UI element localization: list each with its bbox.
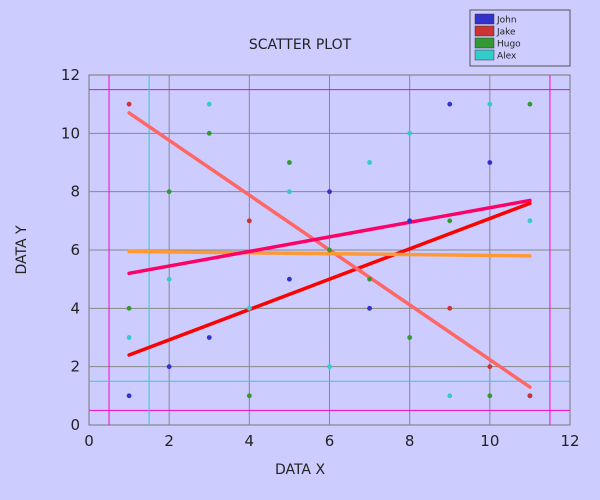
x-tick-label: 8 [405,432,415,450]
data-point-alex [126,335,132,340]
x-axis-label: DATA X [275,462,326,478]
data-point-john [287,276,292,282]
data-point-jake [527,393,533,399]
chart-title: SCATTER PLOT [249,37,352,53]
legend-label-alex: Alex [497,52,517,62]
y-axis-label: DATA Y [14,225,30,275]
x-tick-labels: 0 2 4 6 8 10 12 [84,432,579,450]
data-point-john [407,218,413,224]
data-point-hugo [287,160,292,165]
data-point-alex [527,218,533,224]
data-point-alex [206,101,212,107]
y-tick-label: 4 [70,299,80,317]
data-point-alex [327,364,332,370]
data-point-alex [166,276,172,282]
data-point-hugo [206,130,212,136]
data-point-john [166,364,172,370]
x-tick-label: 10 [480,432,499,450]
reference-lines [89,75,570,425]
data-point-john [126,393,132,399]
data-point-alex [487,101,493,107]
data-point-alex [246,305,252,311]
y-tick-labels: 0 2 4 6 8 10 12 [61,66,80,434]
legend-label-john: John [496,16,517,26]
data-point-jake [447,305,453,311]
data-point-hugo [126,305,132,311]
data-point-hugo [407,335,413,340]
data-point-alex [287,189,292,195]
x-tick-label: 12 [560,432,579,450]
data-point-jake [126,101,132,107]
data-point-john [327,189,332,195]
trend-line [127,198,532,276]
legend-swatch-john [474,13,495,25]
legend-swatch-hugo [474,37,495,49]
y-tick-label: 10 [61,124,80,142]
data-point-hugo [367,276,372,282]
data-points [126,101,533,399]
data-point-jake [487,364,493,370]
data-point-john [487,160,493,165]
legend-label-hugo: Hugo [497,40,521,50]
data-point-alex [407,130,413,136]
x-tick-label: 4 [245,432,255,450]
data-point-hugo [527,101,533,107]
data-point-alex [447,393,453,399]
data-point-hugo [166,189,172,195]
y-tick-label: 12 [61,66,80,84]
data-point-john [367,305,372,311]
y-tick-label: 8 [70,183,80,201]
legend-swatch-alex [474,49,495,61]
legend-swatch-jake [474,25,495,37]
data-point-alex [367,160,372,165]
x-tick-label: 0 [84,432,94,450]
legend-label-jake: Jake [496,28,516,38]
y-tick-label: 0 [70,416,80,434]
data-point-john [447,101,453,107]
data-point-jake [246,218,252,224]
x-tick-label: 6 [325,432,335,450]
data-point-john [206,335,212,340]
data-point-hugo [327,247,332,253]
data-point-hugo [246,393,252,399]
trend-line [127,249,532,258]
legend: John Jake Hugo Alex [469,9,571,67]
data-point-hugo [487,393,493,399]
y-tick-label: 6 [70,241,80,259]
y-tick-label: 2 [70,358,80,376]
x-tick-label: 2 [164,432,174,450]
trend-line [127,201,532,357]
data-point-hugo [447,218,453,224]
